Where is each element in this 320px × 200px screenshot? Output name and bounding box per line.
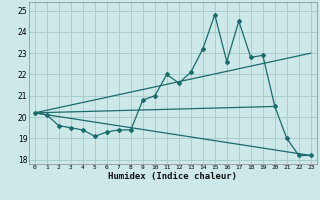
X-axis label: Humidex (Indice chaleur): Humidex (Indice chaleur) <box>108 172 237 181</box>
